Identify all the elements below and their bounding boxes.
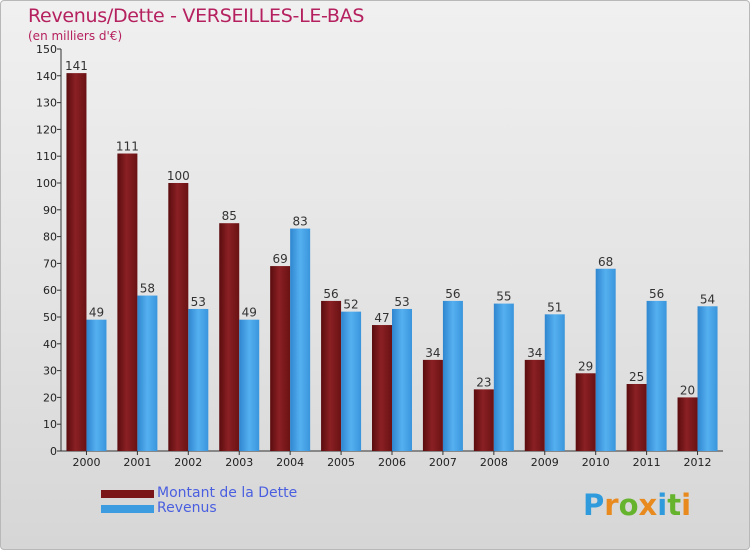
y-tick-label: 110 [36,150,57,163]
bar-debt [270,266,291,451]
y-tick-label: 50 [43,311,57,324]
x-tick-label: 2004 [276,456,304,469]
bar-revenus [188,308,209,451]
x-tick-label: 2009 [531,456,559,469]
legend-swatch-debt [101,490,154,498]
bar-debt [321,300,342,451]
bar-debt [473,389,494,451]
bar-revenus [595,268,616,451]
logo-letter: x [638,488,658,522]
bar-revenus [239,319,260,451]
logo-letter: t [667,488,682,522]
y-tick-label: 120 [36,123,57,136]
data-label-revenus: 53 [394,295,409,309]
y-tick-label: 20 [43,391,57,404]
bar-debt [677,397,698,451]
bar-revenus [697,306,718,451]
proxiti-logo: Proxiti [583,488,691,522]
data-label-revenus: 51 [547,300,562,314]
y-tick-label: 130 [36,97,57,110]
legend-label-revenus: Revenus [157,500,217,516]
y-tick-label: 10 [43,418,57,431]
bar-revenus [442,300,463,451]
data-label-revenus: 52 [343,298,358,312]
x-tick-label: 2000 [72,456,100,469]
bar-revenus [86,319,107,451]
bar-debt [626,384,647,451]
legend-label-debt: Montant de la Dette [157,485,298,501]
bar-debt [372,325,392,451]
x-tick-label: 2005 [327,456,355,469]
data-label-revenus: 49 [89,306,104,320]
x-tick-label: 2011 [633,456,661,469]
data-label-debt: 69 [273,252,288,266]
data-label-debt: 47 [374,311,389,325]
x-tick-label: 2001 [123,456,151,469]
x-tick-label: 2010 [582,456,610,469]
data-label-revenus: 56 [445,287,460,301]
logo-letter: r [604,488,619,522]
chart-title: Revenus/Dette - VERSEILLES-LE-BAS [28,5,365,27]
bar-revenus [392,308,412,451]
x-tick-label: 2002 [174,456,202,469]
y-tick-label: 140 [36,70,57,83]
y-tick-label: 80 [43,231,57,244]
bar-revenus [493,303,514,451]
data-label-debt: 29 [578,359,593,373]
legend-swatch-revenus [101,505,154,513]
data-label-revenus: 56 [649,287,664,301]
y-tick-label: 100 [36,177,57,190]
data-label-debt: 20 [680,383,695,397]
y-tick-label: 90 [43,204,57,217]
y-tick-label: 150 [36,43,57,56]
bar-revenus [290,228,311,451]
data-label-revenus: 53 [191,295,206,309]
logo-letter: i [657,488,668,522]
x-tick-label: 2003 [225,456,253,469]
data-label-revenus: 55 [496,290,511,304]
y-tick-label: 0 [50,445,57,458]
bar-revenus [646,300,667,451]
bar-debt [117,153,138,451]
y-tick-label: 60 [43,284,57,297]
data-label-revenus: 83 [293,215,308,229]
data-label-debt: 34 [425,346,440,360]
data-label-debt: 85 [222,209,237,223]
bar-revenus [341,311,362,451]
data-label-revenus: 68 [598,255,613,269]
bar-debt [219,223,240,451]
x-tick-label: 2012 [684,456,712,469]
y-tick-label: 30 [43,365,57,378]
data-label-debt: 141 [65,59,88,73]
bar-debt [422,359,443,451]
logo-letter: P [583,488,605,522]
y-tick-label: 40 [43,338,57,351]
data-label-revenus: 49 [242,306,257,320]
data-label-revenus: 54 [700,292,715,306]
data-label-debt: 100 [167,169,190,183]
data-label-debt: 25 [629,370,644,384]
bar-debt [66,73,87,452]
x-tick-label: 2008 [480,456,508,469]
x-tick-label: 2006 [378,456,406,469]
bar-revenus [137,295,158,451]
bar-revenus [544,314,565,451]
data-label-debt: 34 [527,346,542,360]
data-label-revenus: 58 [140,282,155,296]
data-label-debt: 56 [323,287,338,301]
y-tick-label: 70 [43,257,57,270]
data-label-debt: 111 [116,140,139,154]
logo-letter: o [618,488,639,522]
chart-subtitle: (en milliers d'€) [28,29,123,43]
bar-debt [575,373,596,451]
logo-letter: i [681,488,692,522]
bar-debt [168,183,189,451]
data-label-debt: 23 [476,375,491,389]
bar-debt [524,359,545,451]
x-tick-label: 2007 [429,456,457,469]
